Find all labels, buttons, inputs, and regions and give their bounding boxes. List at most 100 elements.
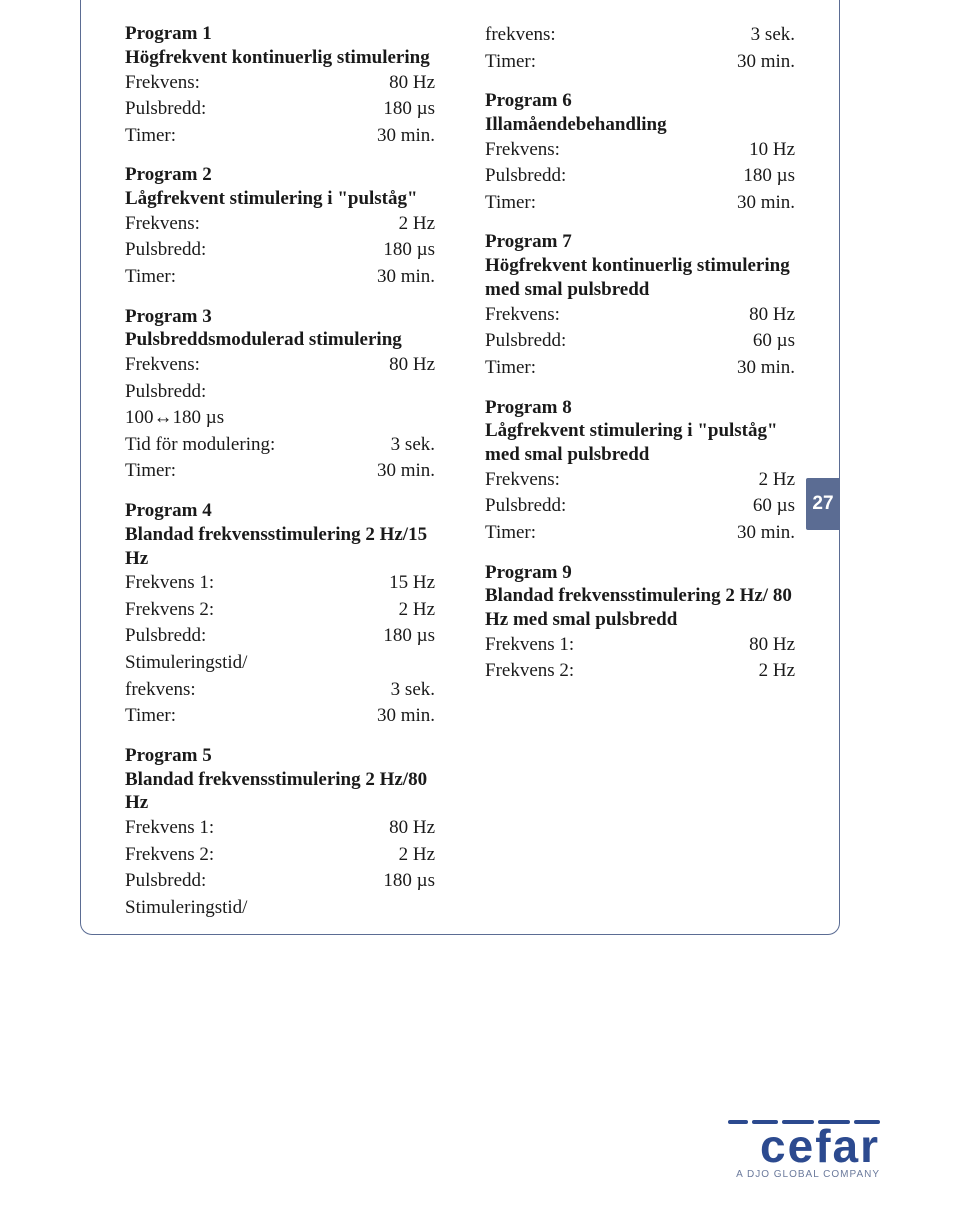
spec-label: Frekvens 1:: [485, 632, 574, 659]
spec-label: Pulsbredd:: [125, 379, 435, 406]
spec-value: 100↔180 µs: [125, 405, 435, 432]
spec-value: 180 µs: [383, 237, 435, 264]
program-title: Program 6: [485, 89, 795, 113]
spec-value: 3 sek.: [391, 677, 435, 704]
spec-label: Timer:: [485, 49, 536, 76]
spec-value: 30 min.: [377, 458, 435, 485]
spec-label: Frekvens 2:: [125, 842, 214, 869]
program-desc: Blandad frekvensstimulering 2 Hz/80 Hz: [125, 768, 435, 816]
program-desc: Illamåendebehandling: [485, 113, 795, 137]
spec-label: Stimuleringstid/: [125, 650, 435, 677]
program-title: Program 2: [125, 163, 435, 187]
spec-label: Frekvens:: [125, 70, 200, 97]
page-tab: 27: [806, 478, 840, 530]
program-desc: Högfrekvent kontinuerlig stimulering: [125, 46, 435, 70]
spec-row: Pulsbredd: 60 µs: [485, 493, 795, 520]
spec-label: Frekvens 2:: [485, 658, 574, 685]
program-desc: Blandad frekvensstimulering 2 Hz/ 80 Hz …: [485, 584, 795, 632]
spec-label: Pulsbredd:: [485, 328, 566, 355]
spec-value: 2 Hz: [399, 211, 435, 238]
spec-value: 180 µs: [383, 96, 435, 123]
program-5-continued: frekvens: 3 sek. Timer: 30 min.: [485, 22, 795, 75]
spec-row: Timer:30 min.: [125, 703, 435, 730]
spec-value: 30 min.: [377, 703, 435, 730]
spec-label: Timer:: [485, 520, 536, 547]
program-desc: Lågfrekvent stimulering i "pulståg": [125, 187, 435, 211]
spec-value: 30 min.: [737, 355, 795, 382]
spec-label: Pulsbredd:: [485, 493, 566, 520]
spec-value: 60 µs: [753, 493, 795, 520]
spec-label: Timer:: [485, 190, 536, 217]
spec-row: Timer: 30 min.: [485, 190, 795, 217]
spec-label: Pulsbredd:: [125, 237, 206, 264]
spec-label: Frekvens:: [485, 137, 560, 164]
spec-row: Frekvens 2: 2 Hz: [485, 658, 795, 685]
spec-label: Frekvens:: [125, 211, 200, 238]
program-1: Program 1 Högfrekvent kontinuerlig stimu…: [125, 22, 435, 149]
spec-row: Timer:30 min.: [125, 458, 435, 485]
spec-value: 30 min.: [377, 123, 435, 150]
spec-label: Frekvens 1:: [125, 815, 214, 842]
spec-value: 2 Hz: [759, 467, 795, 494]
program-9: Program 9 Blandad frekvensstimulering 2 …: [485, 561, 795, 685]
program-5: Program 5 Blandad frekvensstimulering 2 …: [125, 744, 435, 922]
spec-row: Pulsbredd: 180 µs: [125, 96, 435, 123]
spec-row: Pulsbredd:180 µs: [125, 868, 435, 895]
logo: cefar A DJO GLOBAL COMPANY: [728, 1120, 880, 1180]
spec-row: Frekvens: 2 Hz: [125, 211, 435, 238]
spec-value: 3 sek.: [751, 22, 795, 49]
spec-label: Frekvens 2:: [125, 597, 214, 624]
program-2: Program 2 Lågfrekvent stimulering i "pul…: [125, 163, 435, 290]
spec-label: Pulsbredd:: [125, 623, 206, 650]
spec-row: frekvens: 3 sek.: [125, 677, 435, 704]
spec-value: 2 Hz: [399, 597, 435, 624]
spec-row: Frekvens 2: 2 Hz: [125, 597, 435, 624]
program-title: Program 1: [125, 22, 435, 46]
spec-row: Pulsbredd: 180 µs: [125, 237, 435, 264]
program-3: Program 3 Pulsbreddsmodulerad stimulerin…: [125, 305, 435, 485]
program-title: Program 8: [485, 396, 795, 420]
right-column: frekvens:3 sek. Timer:30 min. Program 6 …: [485, 22, 795, 935]
spec-label: Pulsbredd:: [125, 96, 206, 123]
spec-value: 2 Hz: [759, 658, 795, 685]
spec-row: Frekvens 1:15 Hz: [125, 570, 435, 597]
spec-label: Frekvens:: [125, 352, 200, 379]
spec-row: Tid för modulering:3 sek.: [125, 432, 435, 459]
spec-row: Timer:30 min.: [125, 123, 435, 150]
spec-label: Frekvens 1:: [125, 570, 214, 597]
logo-tagline: A DJO GLOBAL COMPANY: [728, 1169, 880, 1180]
spec-value: 10 Hz: [749, 137, 795, 164]
spec-row: Frekvens 1:80 Hz: [125, 815, 435, 842]
spec-label: Timer:: [125, 264, 176, 291]
spec-row: Timer: 30 min.: [125, 264, 435, 291]
page: Program 1 Högfrekvent kontinuerlig stimu…: [0, 0, 960, 1218]
content-frame: Program 1 Högfrekvent kontinuerlig stimu…: [80, 0, 840, 935]
spec-row: Pulsbredd:180 µs: [485, 163, 795, 190]
spec-value: 60 µs: [753, 328, 795, 355]
program-title: Program 7: [485, 230, 795, 254]
spec-row: Timer: 30 min.: [485, 49, 795, 76]
program-desc: Pulsbreddsmodulerad stimulering: [125, 328, 435, 352]
program-title: Program 5: [125, 744, 435, 768]
spec-value: 30 min.: [377, 264, 435, 291]
spec-value: 80 Hz: [749, 632, 795, 659]
spec-row: Frekvens: 80 Hz: [125, 70, 435, 97]
spec-value: 30 min.: [737, 49, 795, 76]
spec-value: 30 min.: [737, 190, 795, 217]
spec-label: frekvens:: [485, 22, 556, 49]
spec-label: Stimuleringstid/: [125, 895, 435, 922]
spec-label: Timer:: [485, 355, 536, 382]
spec-row: frekvens: 3 sek.: [485, 22, 795, 49]
spec-value: 30 min.: [737, 520, 795, 547]
spec-value: 180 µs: [383, 623, 435, 650]
spec-row: Frekvens:80 Hz: [125, 352, 435, 379]
spec-row: Timer: 30 min.: [485, 520, 795, 547]
spec-label: frekvens:: [125, 677, 196, 704]
spec-row: Pulsbredd: 180 µs: [125, 623, 435, 650]
logo-brand: cefar: [728, 1126, 880, 1167]
program-desc: Blandad frekvensstimulering 2 Hz/15 Hz: [125, 523, 435, 571]
spec-row: Frekvens:2 Hz: [485, 467, 795, 494]
spec-value: 80 Hz: [389, 70, 435, 97]
left-column: Program 1 Högfrekvent kontinuerlig stimu…: [125, 22, 435, 935]
spec-label: Frekvens:: [485, 302, 560, 329]
